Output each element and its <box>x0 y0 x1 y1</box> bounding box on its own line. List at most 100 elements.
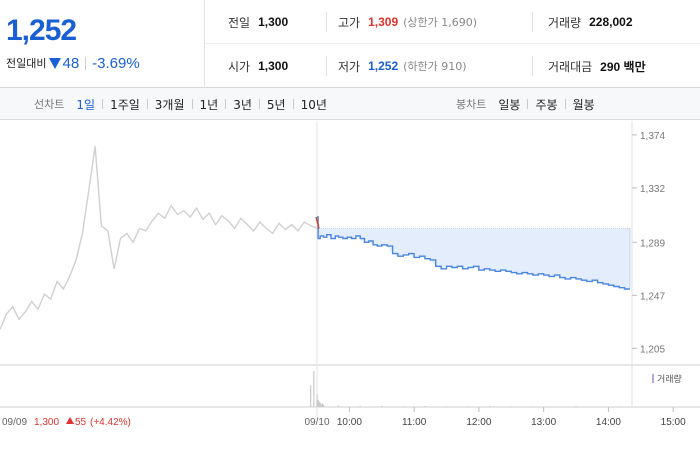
tab-daily[interactable]: 일봉 <box>498 97 521 112</box>
volume-bar <box>320 404 322 407</box>
tab-3month[interactable]: 3개월 <box>154 97 185 112</box>
turnover: 거래대금 290 백만 <box>548 44 646 88</box>
line-chart-tabs: 선차트 1일 1주일 3개월 1년 3년 5년 10년 <box>34 88 327 120</box>
volume-legend-icon <box>652 374 654 383</box>
upper-limit: (상한가 1,690) <box>403 16 478 29</box>
x-tick-label: 13:00 <box>531 417 556 428</box>
prev-day-change: 55 <box>75 417 87 428</box>
divider <box>564 99 566 109</box>
y-tick-label: 1,332 <box>640 184 665 195</box>
volume-label: 거래량 <box>548 15 582 30</box>
high-price: 고가 1,309 (상한가 1,690) <box>338 0 477 44</box>
volume-bar <box>316 394 318 407</box>
y-tick-label: 1,205 <box>640 344 665 355</box>
tab-1week[interactable]: 1주일 <box>110 97 140 112</box>
divider <box>326 12 327 32</box>
change-percent: -3.69% <box>92 54 140 72</box>
chart-tabs: 선차트 1일 1주일 3개월 1년 3년 5년 10년 봉차트 일봉 주봉 월봉 <box>0 88 700 120</box>
change-row: 전일대비 48 -3.69% <box>6 54 140 72</box>
volume-bar <box>321 403 323 407</box>
x-tick-label: 11:00 <box>402 417 427 428</box>
volume-bar <box>618 406 620 407</box>
price-chart-svg: 1,374 1,332 1,289 1,247 1,205 10:00 11:00 12:00… <box>0 121 700 428</box>
open-price: 시가 1,300 <box>228 44 288 88</box>
volume-bar <box>317 399 319 407</box>
today-fill-area <box>317 217 630 289</box>
volume-bar <box>359 405 361 407</box>
tab-10year[interactable]: 10년 <box>300 97 327 112</box>
volume-bar <box>489 405 491 407</box>
volume-bar <box>510 406 512 407</box>
divider <box>146 99 148 109</box>
tab-1day[interactable]: 1일 <box>76 97 96 112</box>
turnover-value: 290 백만 <box>600 59 646 74</box>
open-label: 시가 <box>228 59 251 74</box>
x-tick-label: 10:00 <box>337 417 362 428</box>
volume-value: 228,002 <box>589 15 633 29</box>
prev-close: 전일 1,300 <box>228 0 288 44</box>
volume-bar <box>337 405 340 407</box>
quote-row-1: 전일 1,300 고가 1,309 (상한가 1,690) 거래량 228,00… <box>206 0 700 44</box>
tab-weekly[interactable]: 주봉 <box>535 97 558 112</box>
turnover-label: 거래대금 <box>548 59 593 74</box>
high-label: 고가 <box>338 15 361 30</box>
divider <box>326 56 327 76</box>
divider <box>225 99 227 109</box>
prev-day-price: 1,300 <box>34 417 59 428</box>
y-tick-label: 1,289 <box>640 238 665 249</box>
x-tick-label: 14:00 <box>596 417 621 428</box>
volume-bar <box>467 406 469 407</box>
prev-close-value: 1,300 <box>258 15 289 29</box>
quote-panel: 1,252 전일대비 48 -3.69% 전일 1,300 고가 1,309 (… <box>0 0 700 88</box>
volume-bar <box>310 385 312 407</box>
price-summary: 1,252 전일대비 48 -3.69% <box>0 0 205 88</box>
tab-monthly[interactable]: 월봉 <box>572 97 595 112</box>
low-label: 저가 <box>338 59 361 74</box>
prev-day-percent: (+4.42%) <box>90 417 131 428</box>
y-tick-label: 1,374 <box>640 131 665 142</box>
prev-close-label: 전일 <box>228 15 251 30</box>
today-label: 09/10 <box>304 417 329 428</box>
volume-bar <box>575 405 577 407</box>
down-arrow-icon <box>49 57 62 69</box>
volume-legend-label: 거래량 <box>657 373 682 384</box>
volume-bar <box>322 404 325 407</box>
prev-day-label: 09/09 <box>2 417 27 428</box>
x-tick-label: 15:00 <box>661 417 686 428</box>
high-value: 1,309 <box>368 15 399 29</box>
candle-chart-label: 봉차트 <box>456 98 487 111</box>
divider <box>85 56 87 70</box>
low-value: 1,252 <box>368 59 399 73</box>
divider <box>258 99 260 109</box>
y-tick-label: 1,247 <box>640 291 665 302</box>
tab-1year[interactable]: 1년 <box>199 97 219 112</box>
today-line <box>317 216 630 290</box>
divider <box>532 56 533 76</box>
tab-5year[interactable]: 5년 <box>266 97 286 112</box>
volume-bar <box>532 406 534 407</box>
low-price: 저가 1,252 (하한가 910) <box>338 44 467 88</box>
change-amount: 48 <box>62 54 80 72</box>
divider <box>532 12 533 32</box>
volume-bar <box>445 406 448 407</box>
volume-bar <box>319 402 321 407</box>
change-label: 전일대비 <box>6 57 47 70</box>
volume-bar <box>318 401 320 407</box>
volume-bar <box>553 406 556 407</box>
quote-details: 전일 1,300 고가 1,309 (상한가 1,690) 거래량 228,00… <box>206 0 700 88</box>
tab-3year[interactable]: 3년 <box>233 97 252 112</box>
divider <box>292 99 294 109</box>
up-arrow-icon <box>66 417 74 424</box>
divider <box>102 99 104 109</box>
open-value: 1,300 <box>258 59 289 73</box>
price-chart: 1,374 1,332 1,289 1,247 1,205 10:00 11:00 12:00… <box>0 121 700 450</box>
line-chart-label: 선차트 <box>34 98 65 111</box>
candle-chart-tabs: 봉차트 일봉 주봉 월봉 <box>456 88 595 120</box>
prev-day-line <box>0 146 318 330</box>
quote-row-2: 시가 1,300 저가 1,252 (하한가 910) 거래대금 290 백만 <box>206 44 700 88</box>
x-tick-label: 12:00 <box>466 417 491 428</box>
divider <box>527 99 529 109</box>
divider <box>191 99 193 109</box>
volume-bar <box>313 371 315 407</box>
open-tick <box>315 216 320 229</box>
